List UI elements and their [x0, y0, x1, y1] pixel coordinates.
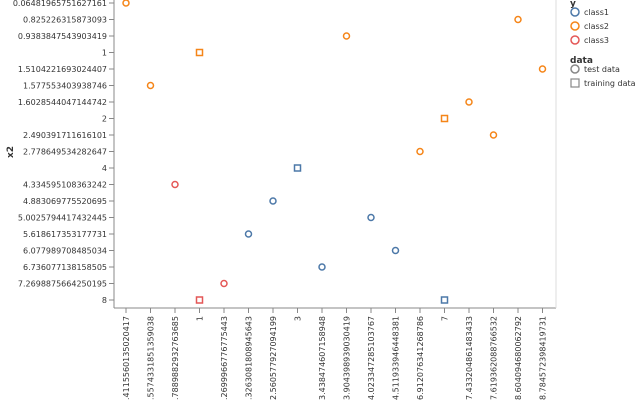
x-tick-label: 7.433204861483433: [465, 316, 474, 400]
y-tick-label: 0.9383847543903419: [18, 32, 107, 41]
test-point: [220, 279, 228, 288]
test-point: [367, 213, 375, 222]
legend-label: class3: [584, 36, 609, 45]
test-point: [146, 81, 155, 90]
y-tick-label: 2.778649534282647: [23, 148, 107, 157]
legend-symbol-circle: [570, 64, 580, 74]
legend-label: training data: [584, 79, 636, 88]
training-point: [440, 114, 449, 123]
legend-symbol-circle: [570, 35, 580, 45]
x-tick-label: 6.912076341268786: [416, 316, 425, 400]
x-tick-label: 3.904398939030419: [343, 316, 352, 400]
y-tick-label: 7.2698875664250195: [18, 280, 107, 289]
training-point: [293, 164, 302, 172]
x-tick-label: 2.560577927094199: [269, 316, 278, 400]
legend-label: class2: [584, 22, 609, 31]
y-tick-label: 1.6028544047144742: [18, 98, 107, 107]
test-point: [514, 15, 522, 24]
x-tick-label: 8.784572398419731: [539, 316, 548, 400]
test-point: [465, 98, 473, 106]
y-tick-label: 0.825226315873093: [23, 16, 107, 25]
y-tick-label: 4: [102, 164, 107, 173]
y-tick-label: 6.736077138158505: [23, 263, 107, 272]
y-axis: 0.06481965751627161 0.825226315873093 0.93…: [6, 0, 114, 305]
y-tick-label: 2: [102, 115, 107, 124]
test-point: [244, 230, 253, 238]
x-tick-label: 4.511933946448381: [392, 316, 401, 400]
y-tick-label: 1.577553403938746: [23, 82, 107, 91]
y-tick-label: 4.334595108363242: [23, 181, 107, 190]
y-tick-label: 2.490391711616101: [23, 131, 107, 140]
test-point: [171, 180, 179, 189]
test-point: [538, 65, 547, 73]
x-tick-label: 2.3263081808945643: [245, 316, 254, 400]
test-point: [269, 197, 277, 205]
legend-symbol-circle: [570, 7, 580, 17]
x-tick-label: 8.604094680062792: [514, 316, 523, 400]
y-tick-label: 0.06481965751627161: [13, 0, 107, 8]
y-axis-title: x2: [6, 146, 16, 158]
x-tick-label: 1.2699966776775443: [220, 316, 229, 400]
y-tick-label: 1: [102, 49, 107, 58]
x-tick-label: 7.619362088766532: [490, 316, 499, 400]
training-point: [195, 48, 204, 57]
data-points: [122, 0, 547, 304]
test-point: [489, 131, 498, 139]
y-tick-label: 1.5104221693024407: [18, 65, 107, 74]
x-tick-label: 3: [294, 316, 303, 321]
test-point: [122, 0, 130, 7]
y-tick-label: 6.077989708485034: [23, 247, 107, 256]
x-tick-label: 7: [441, 316, 450, 321]
legend-symbol-circle: [570, 21, 580, 31]
x-tick-label: 0.7889882932763685: [171, 316, 180, 400]
test-point: [391, 246, 400, 255]
x-tick-label: 3.438474607158948: [318, 316, 327, 400]
legend-title: data: [570, 56, 593, 66]
legend-label: test data: [584, 65, 620, 74]
y-tick-label: 8: [102, 296, 107, 305]
legend-symbol-square: [570, 78, 580, 88]
y-tick-label: 4.883069775520695: [23, 197, 107, 206]
y-tick-label: 5.0025794417432445: [18, 214, 107, 223]
training-point: [195, 296, 204, 304]
x-tick-label: 0.5574331851359038: [147, 316, 156, 400]
x-tick-label: 1: [196, 316, 205, 321]
legend-title: y: [570, 0, 576, 9]
training-point: [440, 296, 449, 304]
y-tick-label: 5.618617353177731: [23, 230, 107, 239]
test-point: [318, 263, 326, 271]
x-axis: 0.4115560135020417 0.5574331851359038 0.78…: [122, 308, 548, 404]
x-tick-label: 0.4115560135020417: [122, 316, 131, 400]
plot-frame: [113, 0, 557, 309]
test-point: [416, 147, 424, 156]
x-tick-label: 4.023347285103767: [367, 316, 376, 400]
legend-label: class1: [584, 8, 609, 17]
test-point: [342, 32, 351, 40]
